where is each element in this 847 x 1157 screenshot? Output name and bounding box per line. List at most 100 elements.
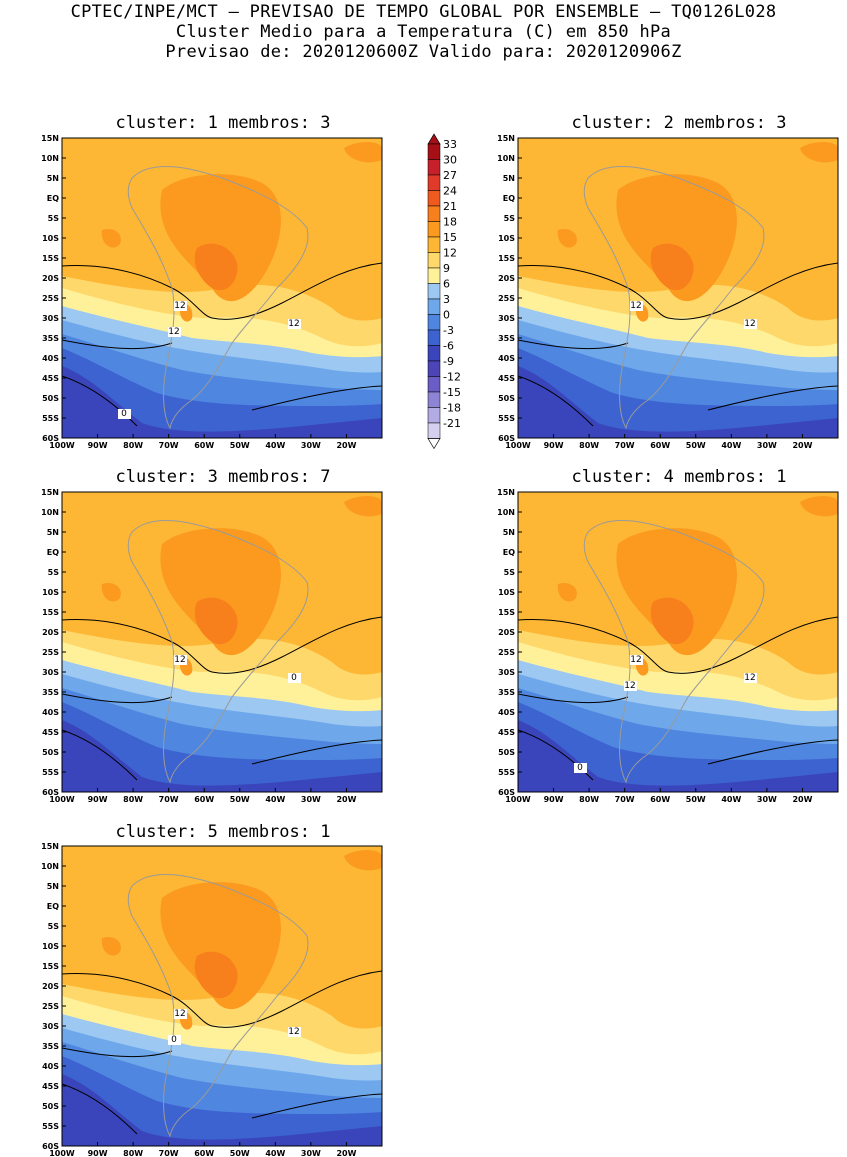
isotherm-contour bbox=[518, 616, 838, 674]
lon-tick-label: 70W bbox=[615, 441, 635, 450]
lat-tick-label: 5S bbox=[48, 568, 60, 577]
lon-tick-label: 70W bbox=[615, 795, 635, 804]
lat-tick-label: EQ bbox=[503, 194, 515, 203]
lat-tick-label: 40S bbox=[42, 354, 59, 363]
isotherm-contour bbox=[62, 970, 382, 1028]
temperature-band bbox=[62, 366, 382, 438]
lat-tick-label: 45S bbox=[498, 374, 515, 383]
lon-tick-label: 90W bbox=[544, 441, 564, 450]
contour-label-bg bbox=[630, 655, 643, 665]
colorbar-label: 21 bbox=[443, 200, 457, 213]
isotherm-contour bbox=[518, 262, 838, 320]
south-america-coastline bbox=[583, 520, 765, 784]
lat-tick-label: 15S bbox=[42, 962, 59, 971]
colorbar-swatch bbox=[427, 190, 441, 207]
lat-tick-label: 50S bbox=[42, 394, 59, 403]
colorbar-label: 9 bbox=[443, 262, 450, 275]
lat-tick-label: 10S bbox=[42, 588, 59, 597]
lat-tick-label: EQ bbox=[47, 902, 59, 911]
lat-tick-label: 5S bbox=[504, 568, 516, 577]
lat-tick-label: 15S bbox=[42, 608, 59, 617]
lon-tick-label: 30W bbox=[301, 795, 321, 804]
lat-tick-label: 40S bbox=[498, 354, 515, 363]
contour-label: 12 bbox=[744, 673, 755, 683]
colorbar-swatch bbox=[427, 314, 441, 331]
colorbar-label: 15 bbox=[443, 231, 457, 244]
temperature-band bbox=[518, 702, 838, 792]
colorbar-label: -15 bbox=[443, 386, 461, 399]
lat-tick-label: 10N bbox=[497, 154, 515, 163]
temperature-band bbox=[518, 348, 838, 438]
warm-core bbox=[160, 174, 281, 302]
lat-tick-label: 20S bbox=[42, 628, 59, 637]
lat-tick-label: 60S bbox=[42, 434, 59, 443]
contour-label-bg bbox=[168, 327, 181, 337]
lat-tick-label: 30S bbox=[42, 1022, 59, 1031]
warm-core bbox=[101, 582, 121, 602]
warm-core bbox=[344, 142, 382, 163]
lat-tick-label: 15N bbox=[497, 134, 515, 143]
lon-tick-label: 50W bbox=[230, 795, 250, 804]
lon-tick-label: 20W bbox=[792, 795, 812, 804]
colorbar-swatch bbox=[427, 236, 441, 253]
contour-label-bg bbox=[288, 319, 301, 329]
lat-tick-label: 40S bbox=[42, 708, 59, 717]
isotherm-contour bbox=[518, 339, 629, 350]
lat-tick-label: 20S bbox=[498, 628, 515, 637]
contour-label: 12 bbox=[630, 655, 641, 665]
south-america-coastline bbox=[583, 166, 765, 430]
header-line-3: Previsao de: 2020120600Z Valido para: 20… bbox=[165, 42, 682, 62]
isotherm-contour bbox=[62, 693, 173, 704]
lat-tick-label: 5S bbox=[48, 214, 60, 223]
lat-tick-label: 5N bbox=[47, 882, 59, 891]
lat-tick-label: 10N bbox=[497, 508, 515, 517]
lat-tick-label: 35S bbox=[498, 334, 515, 343]
colorbar-swatch bbox=[427, 159, 441, 176]
contour-label: 0 bbox=[171, 1035, 177, 1045]
colorbar-swatch bbox=[427, 143, 441, 160]
lat-tick-label: 5N bbox=[503, 174, 515, 183]
contour-label-bg bbox=[288, 1027, 301, 1037]
panel-title-1: cluster: 1 membros: 3 bbox=[115, 113, 331, 133]
lat-tick-label: 10S bbox=[42, 234, 59, 243]
lon-tick-label: 20W bbox=[336, 441, 356, 450]
temperature-band bbox=[518, 366, 838, 438]
lon-tick-label: 80W bbox=[579, 441, 599, 450]
map-svg-2: 15N 10N 5N EQ 5S 10S 15S 20S 25S 30S 35S 40S 45S 50S 5… bbox=[497, 134, 839, 450]
lat-tick-label: 10S bbox=[42, 942, 59, 951]
lat-tick-label: EQ bbox=[47, 548, 59, 557]
warm-core bbox=[557, 582, 577, 602]
colorbar-swatch bbox=[427, 298, 441, 315]
isotherm-contour bbox=[518, 729, 838, 781]
lat-tick-label: 5N bbox=[47, 528, 59, 537]
lon-tick-label: 80W bbox=[123, 795, 143, 804]
contour-label: 0 bbox=[121, 409, 127, 419]
lon-tick-label: 40W bbox=[265, 795, 285, 804]
lat-tick-label: 25S bbox=[42, 648, 59, 657]
colorbar-label: 3 bbox=[443, 293, 450, 306]
lat-tick-label: 35S bbox=[42, 688, 59, 697]
lon-tick-label: 80W bbox=[123, 1149, 143, 1157]
panel-title-5: cluster: 5 membros: 1 bbox=[115, 822, 331, 842]
lat-tick-label: 15S bbox=[498, 608, 515, 617]
lon-tick-label: 50W bbox=[230, 441, 250, 450]
contour-label-bg bbox=[174, 1009, 187, 1019]
panel-title-2: cluster: 2 membros: 3 bbox=[571, 113, 787, 133]
lon-tick-label: 60W bbox=[650, 795, 670, 804]
lat-tick-label: 55S bbox=[498, 414, 515, 423]
contour-label-bg bbox=[288, 673, 301, 683]
lon-tick-label: 70W bbox=[159, 441, 179, 450]
colorbar-label: -9 bbox=[443, 355, 454, 368]
lat-tick-label: 15N bbox=[41, 842, 59, 851]
lat-tick-label: 30S bbox=[498, 314, 515, 323]
lat-tick-label: 45S bbox=[42, 1082, 59, 1091]
contour-label: 12 bbox=[288, 1027, 299, 1037]
isotherm-contour bbox=[62, 1047, 173, 1058]
lat-tick-label: 55S bbox=[42, 414, 59, 423]
lat-tick-label: 20S bbox=[42, 274, 59, 283]
colorbar-swatch bbox=[427, 360, 441, 377]
contour-label: 12 bbox=[174, 301, 185, 311]
map-frame bbox=[61, 845, 383, 1147]
warm-core bbox=[344, 850, 382, 871]
colorbar-label: 6 bbox=[443, 278, 450, 291]
